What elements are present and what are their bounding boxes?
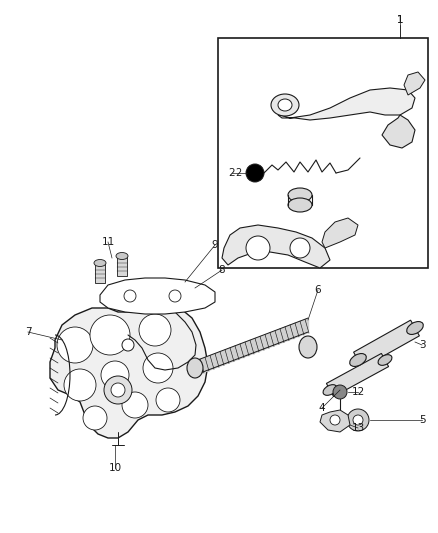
Ellipse shape [288,198,312,212]
Circle shape [104,376,132,404]
Text: 1: 1 [397,15,403,25]
Circle shape [139,314,171,346]
Ellipse shape [278,99,292,111]
Circle shape [169,290,181,302]
Circle shape [64,369,96,401]
Text: 4: 4 [319,403,325,413]
Circle shape [143,353,173,383]
Polygon shape [353,320,420,368]
Circle shape [353,415,363,425]
Circle shape [83,406,107,430]
Polygon shape [222,225,330,268]
Text: 13: 13 [351,423,364,433]
Circle shape [57,327,93,363]
Bar [218,38,428,268]
Ellipse shape [378,354,392,365]
Text: 2: 2 [229,168,235,178]
Circle shape [333,385,347,399]
Polygon shape [404,72,425,95]
Circle shape [122,392,148,418]
Polygon shape [95,263,105,283]
Ellipse shape [271,94,299,116]
Circle shape [101,361,129,389]
Text: 11: 11 [101,237,115,247]
Ellipse shape [288,188,312,202]
Text: 3: 3 [419,340,425,350]
Text: 7: 7 [25,327,31,337]
Ellipse shape [407,321,423,334]
Ellipse shape [323,385,337,395]
Ellipse shape [187,358,203,378]
Polygon shape [50,305,208,438]
Ellipse shape [116,253,128,260]
Circle shape [90,315,130,355]
Text: 1: 1 [397,15,403,25]
Circle shape [122,339,134,351]
Text: 6: 6 [314,285,321,295]
Ellipse shape [94,260,106,266]
Circle shape [124,290,136,302]
Polygon shape [382,115,415,148]
Circle shape [330,415,340,425]
Polygon shape [322,218,358,248]
Ellipse shape [299,336,317,358]
Circle shape [156,388,180,412]
Polygon shape [117,256,127,276]
Text: 9: 9 [212,240,218,250]
Polygon shape [320,410,350,432]
Circle shape [347,409,369,431]
Circle shape [246,236,270,260]
Circle shape [246,164,264,182]
Text: 8: 8 [219,265,225,275]
Polygon shape [278,88,415,120]
Text: 2: 2 [235,168,241,178]
Circle shape [290,238,310,258]
Circle shape [111,383,125,397]
Ellipse shape [350,353,366,367]
Text: 12: 12 [351,387,364,397]
Polygon shape [100,278,215,314]
Text: 5: 5 [419,415,425,425]
Text: 10: 10 [109,463,122,473]
Polygon shape [326,353,389,397]
